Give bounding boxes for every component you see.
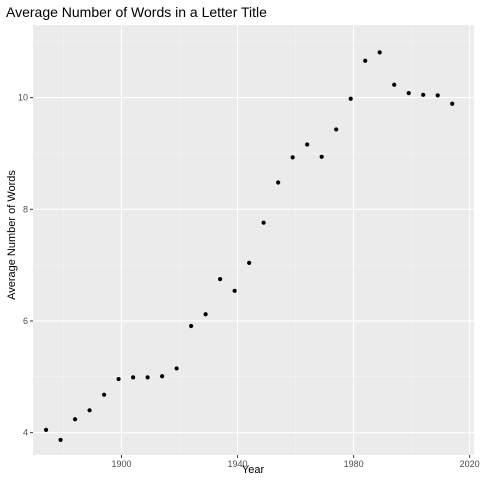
data-point [145, 375, 150, 380]
data-point [377, 50, 382, 55]
data-point [319, 154, 324, 159]
plot-panel [33, 25, 474, 455]
y-tick-label: 10 [18, 93, 28, 103]
data-point [261, 220, 266, 225]
chart-title: Average Number of Words in a Letter Titl… [6, 4, 267, 20]
data-point [392, 82, 397, 87]
x-axis-ticks: 1900 1940 1980 2020 [111, 455, 480, 469]
x-axis-label: Year [242, 464, 265, 476]
data-point [72, 417, 78, 422]
data-point [174, 366, 179, 371]
x-tick-label: 1900 [111, 459, 131, 469]
data-point [130, 375, 136, 380]
x-tick-label: 2020 [460, 459, 480, 469]
data-point [290, 155, 295, 160]
data-point [435, 93, 440, 98]
data-point [218, 276, 223, 282]
data-point [305, 142, 310, 147]
y-tick-label: 6 [23, 316, 28, 326]
x-tick-label: 1940 [228, 459, 248, 469]
data-point [43, 427, 49, 432]
data-point [232, 288, 237, 293]
data-points [43, 50, 455, 443]
data-point [334, 127, 339, 132]
data-point [58, 437, 63, 443]
y-tick-label: 4 [23, 428, 28, 438]
y-axis-ticks: 4 6 8 10 [18, 93, 33, 438]
y-axis-label: Average Number of Words [6, 170, 18, 300]
data-point [116, 376, 121, 382]
data-point [276, 180, 281, 185]
data-point [189, 323, 194, 329]
data-point [87, 408, 92, 413]
data-point [160, 374, 165, 379]
y-tick-label: 8 [23, 204, 28, 214]
data-point [101, 392, 107, 397]
data-point [450, 101, 455, 106]
data-point [406, 91, 411, 96]
data-point [348, 96, 353, 101]
data-point [203, 312, 208, 317]
x-tick-label: 1980 [344, 459, 364, 469]
data-point [421, 92, 426, 97]
minor-gridlines [33, 25, 474, 455]
major-gridlines [33, 25, 474, 455]
data-point [247, 260, 252, 265]
data-point [363, 58, 368, 63]
